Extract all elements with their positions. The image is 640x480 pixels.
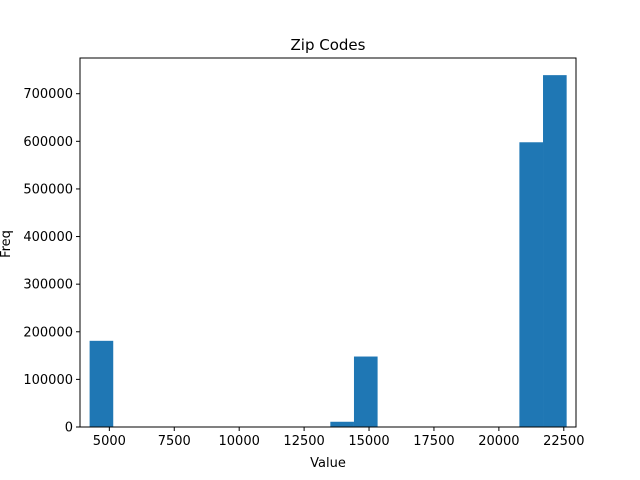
y-axis-ticks: 0 100000 200000 300000 400000 500000 600000 700… xyxy=(23,87,80,436)
x-axis-ticks: 5000 7500 10000 12500 15000 17500 20000 22500 xyxy=(93,427,584,449)
histogram-bar xyxy=(353,356,378,427)
x-tick-label: 20000 xyxy=(478,434,519,449)
y-tick-label: 100000 xyxy=(23,373,73,388)
y-tick-label: 600000 xyxy=(23,135,73,150)
chart-title: Zip Codes xyxy=(291,36,366,54)
bars-group xyxy=(89,75,567,427)
y-tick-label: 700000 xyxy=(23,87,73,102)
plot-frame xyxy=(79,57,577,428)
y-axis-label: Freq xyxy=(0,230,14,258)
histogram-bar xyxy=(519,142,544,427)
histogram-bar xyxy=(89,340,114,427)
y-tick-label: 400000 xyxy=(23,230,73,245)
x-tick-label: 5000 xyxy=(93,434,126,449)
histogram-bar xyxy=(543,75,567,427)
x-tick-label: 10000 xyxy=(219,434,260,449)
x-tick-label: 7500 xyxy=(158,434,191,449)
x-axis-label: Value xyxy=(310,456,346,471)
x-tick-label: 17500 xyxy=(413,434,454,449)
y-tick-label: 0 xyxy=(65,421,73,436)
x-tick-label: 15000 xyxy=(348,434,389,449)
histogram-bar xyxy=(330,421,354,427)
x-tick-label: 22500 xyxy=(543,434,584,449)
y-tick-label: 500000 xyxy=(23,182,73,197)
y-tick-label: 200000 xyxy=(23,325,73,340)
y-tick-label: 300000 xyxy=(23,278,73,293)
x-tick-label: 12500 xyxy=(283,434,324,449)
